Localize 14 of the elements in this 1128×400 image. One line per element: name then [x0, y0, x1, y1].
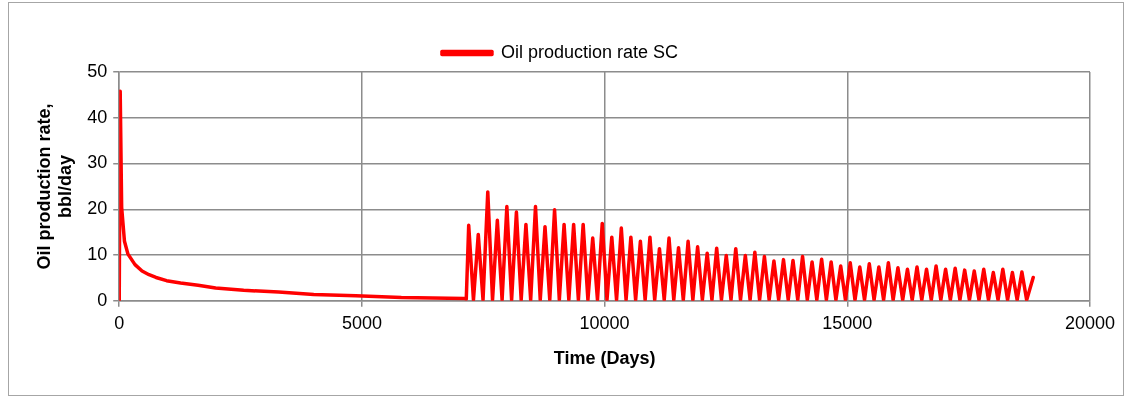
x-tick-label: 0: [114, 312, 125, 333]
y-tick-label: 0: [97, 289, 108, 310]
x-axis-title: Time (Days): [553, 348, 656, 369]
x-tick-label: 10000: [579, 312, 630, 333]
y-axis-title: Oil production rate, bbl/day: [33, 103, 76, 270]
y-tick-label: 20: [87, 198, 108, 219]
y-tick-label: 40: [87, 106, 108, 127]
x-tick-label: 5000: [341, 312, 382, 333]
x-tick-label: 15000: [822, 312, 873, 333]
y-tick-label: 50: [87, 60, 108, 81]
y-tick-label: 10: [87, 244, 108, 265]
x-tick-label: 20000: [1064, 312, 1116, 333]
legend-label: Oil production rate SC: [500, 41, 679, 62]
y-tick-label: 30: [87, 152, 108, 173]
